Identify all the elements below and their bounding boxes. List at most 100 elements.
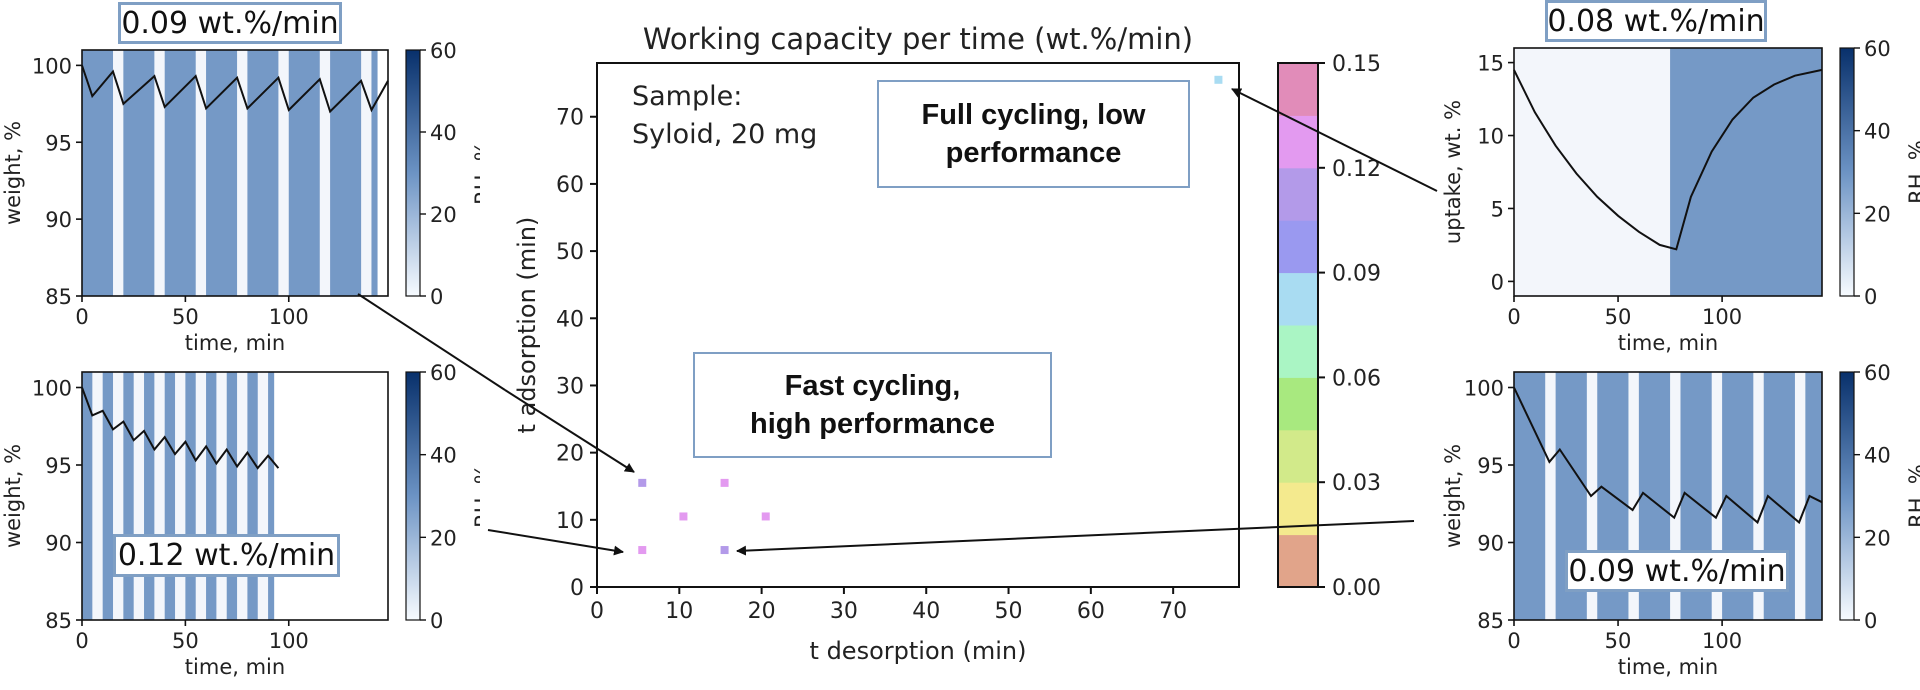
- rh-tick-label: 20: [1864, 526, 1891, 550]
- rh-band: [206, 50, 238, 296]
- main-y-tick-label: 60: [556, 173, 584, 198]
- rh-band: [164, 50, 196, 296]
- panel-frame: [1513, 371, 1823, 621]
- rh-band: [371, 50, 378, 296]
- main-x-tick-label: 50: [995, 599, 1023, 624]
- y-tick-label: 90: [1477, 532, 1504, 556]
- y-tick-label: 0: [1491, 270, 1504, 294]
- colorbar-tick-label: 0.09: [1332, 262, 1381, 287]
- series-line: [1513, 68, 1823, 251]
- rh-tick-label: 60: [430, 364, 457, 385]
- rh-tick-label: 0: [1864, 285, 1877, 309]
- main-x-tick-label: 60: [1077, 599, 1105, 624]
- rh-band: [247, 50, 279, 296]
- panel-frame: [81, 49, 389, 297]
- colorbar-segment: [1278, 220, 1318, 274]
- panel-top-right: 0 50 100 0 5 10 15 time, min uptake, wt. % 0 20 40 6…: [1441, 38, 1920, 355]
- x-tick-label: 100: [1702, 305, 1742, 329]
- rh-band: [226, 372, 238, 620]
- x-axis-label: time, min: [185, 331, 285, 355]
- x-tick-label: 0: [75, 629, 88, 653]
- note-fast-cycling-line2: high performance: [750, 408, 995, 440]
- rh-band: [82, 372, 93, 620]
- series-line: [81, 387, 280, 470]
- data-point: [761, 512, 770, 521]
- y-tick-label: 95: [45, 454, 72, 478]
- rh-band: [185, 372, 196, 620]
- rh-band: [82, 50, 114, 296]
- rh-tick-label: 20: [1864, 202, 1891, 226]
- rh-empty: [377, 50, 388, 296]
- main-y-tick-label: 30: [556, 374, 584, 399]
- rh-band: [123, 50, 155, 296]
- rate-label-top-right: 0.08 wt.%/min: [1545, 0, 1767, 42]
- rh-tick-label: 60: [430, 40, 457, 63]
- colorbar-frame: [1277, 62, 1319, 588]
- y-tick-label: 85: [1477, 609, 1504, 633]
- y-tick-label: 95: [45, 131, 72, 155]
- data-point: [679, 512, 688, 521]
- main-y-tick-label: 20: [556, 442, 584, 467]
- x-tick-label: 0: [1507, 305, 1520, 329]
- main-title: Working capacity per time (wt.%/min): [643, 22, 1193, 56]
- rh-tick-label: 40: [1864, 120, 1891, 144]
- rh-axis-label: RH, %: [1905, 140, 1920, 204]
- x-axis-label: time, min: [185, 655, 285, 679]
- data-point: [720, 546, 729, 555]
- rate-label-top-left: 0.09 wt.%/min: [118, 2, 342, 44]
- colorbar-segment: [1278, 482, 1318, 536]
- rh-tick-label: 60: [1864, 38, 1891, 61]
- rh-band: [1670, 48, 1822, 296]
- main-x-tick-label: 30: [830, 599, 858, 624]
- note-full-cycling: Full cycling, low performance: [877, 80, 1190, 188]
- x-axis-label: time, min: [1618, 331, 1718, 355]
- main-plot-frame: [596, 62, 1240, 588]
- colorbar-segment: [1278, 115, 1318, 169]
- x-tick-label: 100: [269, 629, 309, 653]
- series-line: [81, 65, 389, 114]
- main-y-axis-label: t adsorption (min): [513, 217, 541, 434]
- colorbar-segment: [1278, 167, 1318, 221]
- y-tick-label: 100: [32, 377, 72, 401]
- note-full-cycling-line1: Full cycling, low: [921, 99, 1146, 131]
- x-tick-label: 50: [172, 629, 199, 653]
- rh-colorbar: [1839, 47, 1855, 297]
- rh-tick-label: 0: [430, 285, 443, 309]
- rh-band: [288, 50, 320, 296]
- rh-band: [1514, 372, 1546, 620]
- note-fast-cycling-line1: Fast cycling,: [784, 370, 961, 402]
- colorbar-segment: [1278, 325, 1318, 378]
- main-x-tick-label: 70: [1159, 599, 1187, 624]
- colorbar-tick-label: 0.03: [1332, 471, 1381, 496]
- colorbar-tick-label: 0.00: [1332, 576, 1381, 601]
- note-fast-cycling: Fast cycling, high performance: [693, 352, 1052, 458]
- main-x-tick-label: 10: [665, 599, 693, 624]
- rh-band: [144, 372, 155, 620]
- rate-label-bottom-right: 0.09 wt.%/min: [1565, 550, 1789, 592]
- panel-frame: [81, 371, 389, 621]
- y-tick-label: 5: [1491, 197, 1504, 221]
- x-tick-label: 0: [1507, 629, 1520, 653]
- rh-axis-label: RH, %: [1905, 464, 1920, 528]
- main-x-tick-label: 0: [590, 599, 604, 624]
- y-axis-label: weight, %: [1441, 444, 1465, 548]
- rh-band: [206, 372, 217, 620]
- main-x-axis-label: t desorption (min): [810, 637, 1027, 665]
- y-tick-label: 100: [1464, 377, 1504, 401]
- note-full-cycling-line2: performance: [945, 137, 1122, 169]
- rate-label-bottom-left: 0.12 wt.%/min: [113, 534, 340, 577]
- colorbar-segment: [1278, 377, 1318, 431]
- y-tick-label: 10: [1477, 125, 1504, 149]
- rh-band: [1805, 372, 1822, 620]
- rh-tick-label: 0: [430, 609, 443, 633]
- rh-colorbar: [1839, 371, 1855, 621]
- sample-label: Sample:: [632, 81, 743, 112]
- rh-band: [268, 372, 275, 620]
- panel-frame: [1513, 47, 1823, 297]
- y-axis-label: weight, %: [1, 121, 25, 225]
- rh-tick-label: 40: [430, 121, 457, 145]
- y-tick-label: 85: [45, 285, 72, 309]
- sample-text: Sample: Syloid, 20 mg: [632, 78, 817, 154]
- main-x-tick-label: 40: [912, 599, 940, 624]
